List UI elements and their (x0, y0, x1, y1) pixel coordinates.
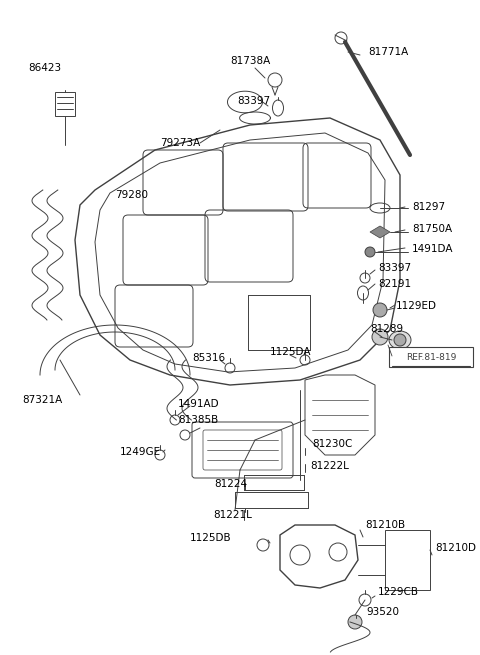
Text: REF.81-819: REF.81-819 (406, 352, 456, 362)
Text: 81230C: 81230C (312, 439, 352, 449)
Circle shape (372, 329, 388, 345)
Text: 81771A: 81771A (368, 47, 408, 57)
Text: 1491DA: 1491DA (412, 244, 454, 254)
Text: 79280: 79280 (115, 190, 148, 200)
Text: 81738A: 81738A (230, 56, 270, 66)
Ellipse shape (389, 331, 411, 349)
Circle shape (394, 334, 406, 346)
Text: 1125DA: 1125DA (270, 347, 312, 357)
Text: 1491AD: 1491AD (178, 399, 220, 409)
Text: 81210D: 81210D (435, 543, 476, 553)
Text: 85316: 85316 (192, 353, 225, 363)
FancyBboxPatch shape (389, 347, 473, 367)
Text: 1125DB: 1125DB (190, 533, 232, 543)
Text: 79273A: 79273A (160, 138, 200, 148)
Text: 1249GE: 1249GE (120, 447, 161, 457)
Circle shape (373, 303, 387, 317)
Text: 81297: 81297 (412, 202, 445, 212)
Text: 81210B: 81210B (365, 520, 405, 530)
Text: 81289: 81289 (370, 324, 403, 334)
Text: 83397: 83397 (378, 263, 411, 273)
Text: 81385B: 81385B (178, 415, 218, 425)
Text: 81224: 81224 (214, 479, 247, 489)
Text: 83397: 83397 (237, 96, 270, 106)
Text: 86423: 86423 (28, 63, 61, 73)
Text: 81221L: 81221L (213, 510, 252, 520)
Circle shape (365, 247, 375, 257)
Text: 93520: 93520 (366, 607, 399, 617)
Text: 1129ED: 1129ED (396, 301, 437, 311)
Text: 1229CB: 1229CB (378, 587, 419, 597)
Polygon shape (370, 226, 390, 238)
Circle shape (348, 615, 362, 629)
Text: 81750A: 81750A (412, 224, 452, 234)
Text: 87321A: 87321A (22, 395, 62, 405)
Text: 82191: 82191 (378, 279, 411, 289)
Text: 81222L: 81222L (310, 461, 349, 471)
